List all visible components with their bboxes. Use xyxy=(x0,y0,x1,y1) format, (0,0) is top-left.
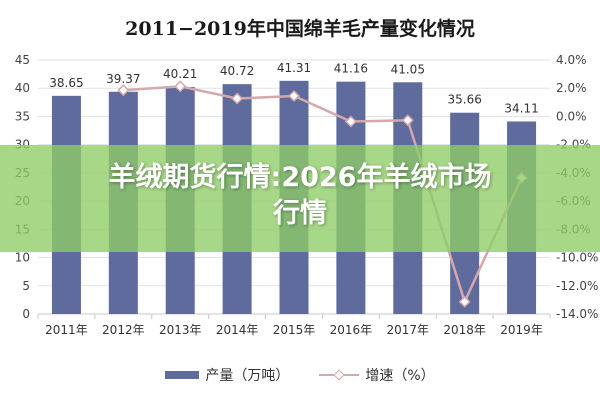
legend-item-growth: 增速（%） xyxy=(319,365,435,385)
growth-point xyxy=(401,114,414,127)
y-left-tick-label: 45 xyxy=(15,53,30,67)
growth-point xyxy=(174,80,187,93)
x-tick-label: 2018年 xyxy=(443,323,486,337)
y-left-tick-label: 5 xyxy=(22,279,30,293)
bar-value-label: 40.72 xyxy=(220,64,254,78)
growth-line xyxy=(123,85,523,306)
x-tick-label: 2015年 xyxy=(273,323,316,337)
y-left-tick-label: 35 xyxy=(15,109,30,123)
y-right-tick-label: 0.0% xyxy=(556,109,587,123)
legend-swatch-bar xyxy=(165,371,200,379)
x-tick-label: 2019年 xyxy=(500,323,543,337)
growth-point xyxy=(117,84,130,97)
y-right-tick-label: 4.0% xyxy=(556,53,587,67)
bar-value-label: 39.37 xyxy=(106,72,140,86)
y-right-tick-label: 2.0% xyxy=(556,81,587,95)
x-tick-label: 2011年 xyxy=(45,323,88,337)
overlay-headline-line1: 羊绒期货行情:2026年羊绒市场 xyxy=(108,162,492,193)
legend-label-production: 产量（万吨） xyxy=(205,368,290,384)
x-tick-label: 2014年 xyxy=(216,323,259,337)
bar-value-label: 34.11 xyxy=(504,101,538,115)
x-tick-label: 2012年 xyxy=(102,323,145,337)
growth-point xyxy=(231,92,244,105)
bar-value-label: 41.05 xyxy=(391,62,425,76)
bar-value-label: 38.65 xyxy=(49,76,83,90)
overlay-banner xyxy=(0,145,600,252)
overlay-headline-line2: 行情 xyxy=(273,198,327,229)
x-tick-label: 2013年 xyxy=(159,323,202,337)
growth-point xyxy=(287,89,301,102)
y-left-tick-label: 0 xyxy=(22,307,30,321)
x-tick-label: 2016年 xyxy=(330,323,373,337)
bar-value-label: 41.16 xyxy=(334,62,368,76)
x-tick-label: 2017年 xyxy=(387,323,430,337)
legend-swatch-line xyxy=(319,370,360,380)
y-right-tick-label: -12.0% xyxy=(556,279,598,293)
y-right-tick-label: -10.0% xyxy=(556,251,598,265)
legend-item-production: 产量（万吨） xyxy=(165,365,289,385)
growth-point xyxy=(344,115,357,128)
bar-value-label: 35.66 xyxy=(447,93,481,107)
chart-title: 2011−2019年中国绵羊毛产量变化情况 xyxy=(125,18,475,40)
y-left-tick-label: 40 xyxy=(15,81,30,95)
overlay-headline[interactable]: 羊绒期货行情:2026年羊绒市场 行情 xyxy=(0,160,600,232)
bar-value-label: 40.21 xyxy=(163,67,197,81)
bar-value-label: 41.31 xyxy=(277,61,311,75)
growth-point xyxy=(458,295,471,308)
chart-legend: 产量（万吨） 增速（%） xyxy=(0,365,600,385)
legend-label-growth: 增速（%） xyxy=(365,368,435,384)
y-right-tick-label: -14.0% xyxy=(556,307,598,321)
y-left-tick-label: 10 xyxy=(15,251,30,265)
